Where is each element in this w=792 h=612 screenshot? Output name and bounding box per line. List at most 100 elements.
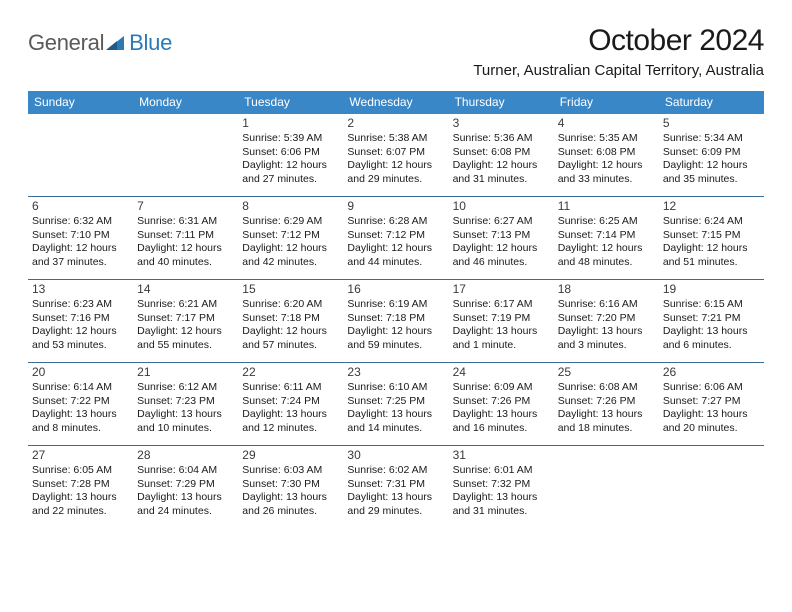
daylight2-text: and 26 minutes. bbox=[242, 505, 339, 518]
daylight1-text: Daylight: 13 hours bbox=[242, 408, 339, 421]
daylight1-text: Daylight: 12 hours bbox=[558, 242, 655, 255]
month-title: October 2024 bbox=[473, 24, 764, 58]
sunrise-text: Sunrise: 6:21 AM bbox=[137, 298, 234, 311]
sunset-text: Sunset: 6:08 PM bbox=[558, 146, 655, 159]
sunrise-text: Sunrise: 6:05 AM bbox=[32, 464, 129, 477]
daylight1-text: Daylight: 13 hours bbox=[663, 325, 760, 338]
week-row: 20Sunrise: 6:14 AMSunset: 7:22 PMDayligh… bbox=[28, 363, 764, 446]
week-row: 6Sunrise: 6:32 AMSunset: 7:10 PM Daylight… bbox=[28, 197, 764, 280]
daylight2-text: and 42 minutes. bbox=[242, 256, 339, 269]
day-cell: 21Sunrise: 6:12 AMSunset: 7:23 PMDayligh… bbox=[133, 363, 238, 445]
sunrise-text: Sunrise: 5:34 AM bbox=[663, 132, 760, 145]
day-number: 28 bbox=[137, 448, 234, 464]
sunrise-text: Sunrise: 6:12 AM bbox=[137, 381, 234, 394]
week-row: 13Sunrise: 6:23 AMSunset: 7:16 PMDayligh… bbox=[28, 280, 764, 363]
day-cell: 11Sunrise: 6:25 AMSunset: 7:14 PMDayligh… bbox=[554, 197, 659, 279]
daylight2-text: and 22 minutes. bbox=[32, 505, 129, 518]
day-cell: 30Sunrise: 6:02 AMSunset: 7:31 PMDayligh… bbox=[343, 446, 448, 528]
day-cell bbox=[28, 114, 133, 196]
sunrise-text: Sunrise: 6:01 AM bbox=[453, 464, 550, 477]
calendar: Sunday Monday Tuesday Wednesday Thursday… bbox=[28, 91, 764, 528]
daylight2-text: and 48 minutes. bbox=[558, 256, 655, 269]
sunrise-text: Sunrise: 6:25 AM bbox=[558, 215, 655, 228]
sunset-text: Sunset: 7:12 PM bbox=[347, 229, 444, 242]
day-cell: 28Sunrise: 6:04 AMSunset: 7:29 PMDayligh… bbox=[133, 446, 238, 528]
daylight1-text: Daylight: 12 hours bbox=[137, 325, 234, 338]
sunset-text: Sunset: 7:30 PM bbox=[242, 478, 339, 491]
daylight1-text: Daylight: 12 hours bbox=[558, 159, 655, 172]
daylight2-text: and 14 minutes. bbox=[347, 422, 444, 435]
sunset-text: Sunset: 7:27 PM bbox=[663, 395, 760, 408]
dayhead-tuesday: Tuesday bbox=[238, 91, 343, 114]
dayhead-thursday: Thursday bbox=[449, 91, 554, 114]
daylight2-text: and 51 minutes. bbox=[663, 256, 760, 269]
daylight2-text: and 31 minutes. bbox=[453, 173, 550, 186]
sunset-text: Sunset: 7:16 PM bbox=[32, 312, 129, 325]
day-number: 30 bbox=[347, 448, 444, 464]
day-cell: 5Sunrise: 5:34 AMSunset: 6:09 PMDaylight… bbox=[659, 114, 764, 196]
day-number: 25 bbox=[558, 365, 655, 381]
sunrise-text: Sunrise: 6:02 AM bbox=[347, 464, 444, 477]
sunset-text: Sunset: 7:22 PM bbox=[32, 395, 129, 408]
sunset-text: Sunset: 6:07 PM bbox=[347, 146, 444, 159]
day-number: 31 bbox=[453, 448, 550, 464]
sunrise-text: Sunrise: 6:15 AM bbox=[663, 298, 760, 311]
day-number: 15 bbox=[242, 282, 339, 298]
day-cell: 18Sunrise: 6:16 AMSunset: 7:20 PMDayligh… bbox=[554, 280, 659, 362]
day-number: 12 bbox=[663, 199, 760, 215]
day-cell: 12Sunrise: 6:24 AMSunset: 7:15 PMDayligh… bbox=[659, 197, 764, 279]
dayhead-sunday: Sunday bbox=[28, 91, 133, 114]
daylight2-text: and 37 minutes. bbox=[32, 256, 129, 269]
daylight1-text: Daylight: 12 hours bbox=[453, 159, 550, 172]
daylight1-text: Daylight: 13 hours bbox=[347, 491, 444, 504]
sunset-text: Sunset: 7:24 PM bbox=[242, 395, 339, 408]
day-cell: 13Sunrise: 6:23 AMSunset: 7:16 PMDayligh… bbox=[28, 280, 133, 362]
daylight2-text: and 44 minutes. bbox=[347, 256, 444, 269]
logo-triangle-icon bbox=[106, 34, 124, 52]
day-cell: 2Sunrise: 5:38 AMSunset: 6:07 PMDaylight… bbox=[343, 114, 448, 196]
sunrise-text: Sunrise: 6:04 AM bbox=[137, 464, 234, 477]
day-number: 5 bbox=[663, 116, 760, 132]
daylight1-text: Daylight: 13 hours bbox=[453, 408, 550, 421]
sunset-text: Sunset: 7:31 PM bbox=[347, 478, 444, 491]
location-subtitle: Turner, Australian Capital Territory, Au… bbox=[473, 62, 764, 79]
sunset-text: Sunset: 7:26 PM bbox=[453, 395, 550, 408]
sunrise-text: Sunrise: 6:19 AM bbox=[347, 298, 444, 311]
daylight2-text: and 3 minutes. bbox=[558, 339, 655, 352]
day-cell: 19Sunrise: 6:15 AMSunset: 7:21 PMDayligh… bbox=[659, 280, 764, 362]
daylight2-text: and 6 minutes. bbox=[663, 339, 760, 352]
daylight2-text: and 8 minutes. bbox=[32, 422, 129, 435]
day-number: 19 bbox=[663, 282, 760, 298]
day-cell: 6Sunrise: 6:32 AMSunset: 7:10 PMDaylight… bbox=[28, 197, 133, 279]
sunrise-text: Sunrise: 6:27 AM bbox=[453, 215, 550, 228]
sunset-text: Sunset: 7:28 PM bbox=[32, 478, 129, 491]
sunrise-text: Sunrise: 6:31 AM bbox=[137, 215, 234, 228]
sunset-text: Sunset: 7:23 PM bbox=[137, 395, 234, 408]
day-number: 1 bbox=[242, 116, 339, 132]
day-number: 6 bbox=[32, 199, 129, 215]
daylight1-text: Daylight: 12 hours bbox=[242, 242, 339, 255]
sunset-text: Sunset: 7:19 PM bbox=[453, 312, 550, 325]
daylight2-text: and 33 minutes. bbox=[558, 173, 655, 186]
logo: General Blue bbox=[28, 30, 172, 56]
daylight1-text: Daylight: 13 hours bbox=[32, 491, 129, 504]
daylight1-text: Daylight: 12 hours bbox=[347, 159, 444, 172]
dayhead-friday: Friday bbox=[554, 91, 659, 114]
sunrise-text: Sunrise: 6:32 AM bbox=[32, 215, 129, 228]
day-number: 7 bbox=[137, 199, 234, 215]
day-cell: 25Sunrise: 6:08 AMSunset: 7:26 PMDayligh… bbox=[554, 363, 659, 445]
sunset-text: Sunset: 6:09 PM bbox=[663, 146, 760, 159]
day-cell: 15Sunrise: 6:20 AMSunset: 7:18 PMDayligh… bbox=[238, 280, 343, 362]
daylight2-text: and 27 minutes. bbox=[242, 173, 339, 186]
day-cell: 1Sunrise: 5:39 AMSunset: 6:06 PMDaylight… bbox=[238, 114, 343, 196]
daylight1-text: Daylight: 13 hours bbox=[558, 408, 655, 421]
day-number: 13 bbox=[32, 282, 129, 298]
day-cell: 3Sunrise: 5:36 AMSunset: 6:08 PMDaylight… bbox=[449, 114, 554, 196]
daylight1-text: Daylight: 13 hours bbox=[663, 408, 760, 421]
logo-word2: Blue bbox=[129, 30, 172, 56]
sunset-text: Sunset: 7:18 PM bbox=[347, 312, 444, 325]
sunset-text: Sunset: 7:10 PM bbox=[32, 229, 129, 242]
day-number: 17 bbox=[453, 282, 550, 298]
day-number: 23 bbox=[347, 365, 444, 381]
dayhead-monday: Monday bbox=[133, 91, 238, 114]
